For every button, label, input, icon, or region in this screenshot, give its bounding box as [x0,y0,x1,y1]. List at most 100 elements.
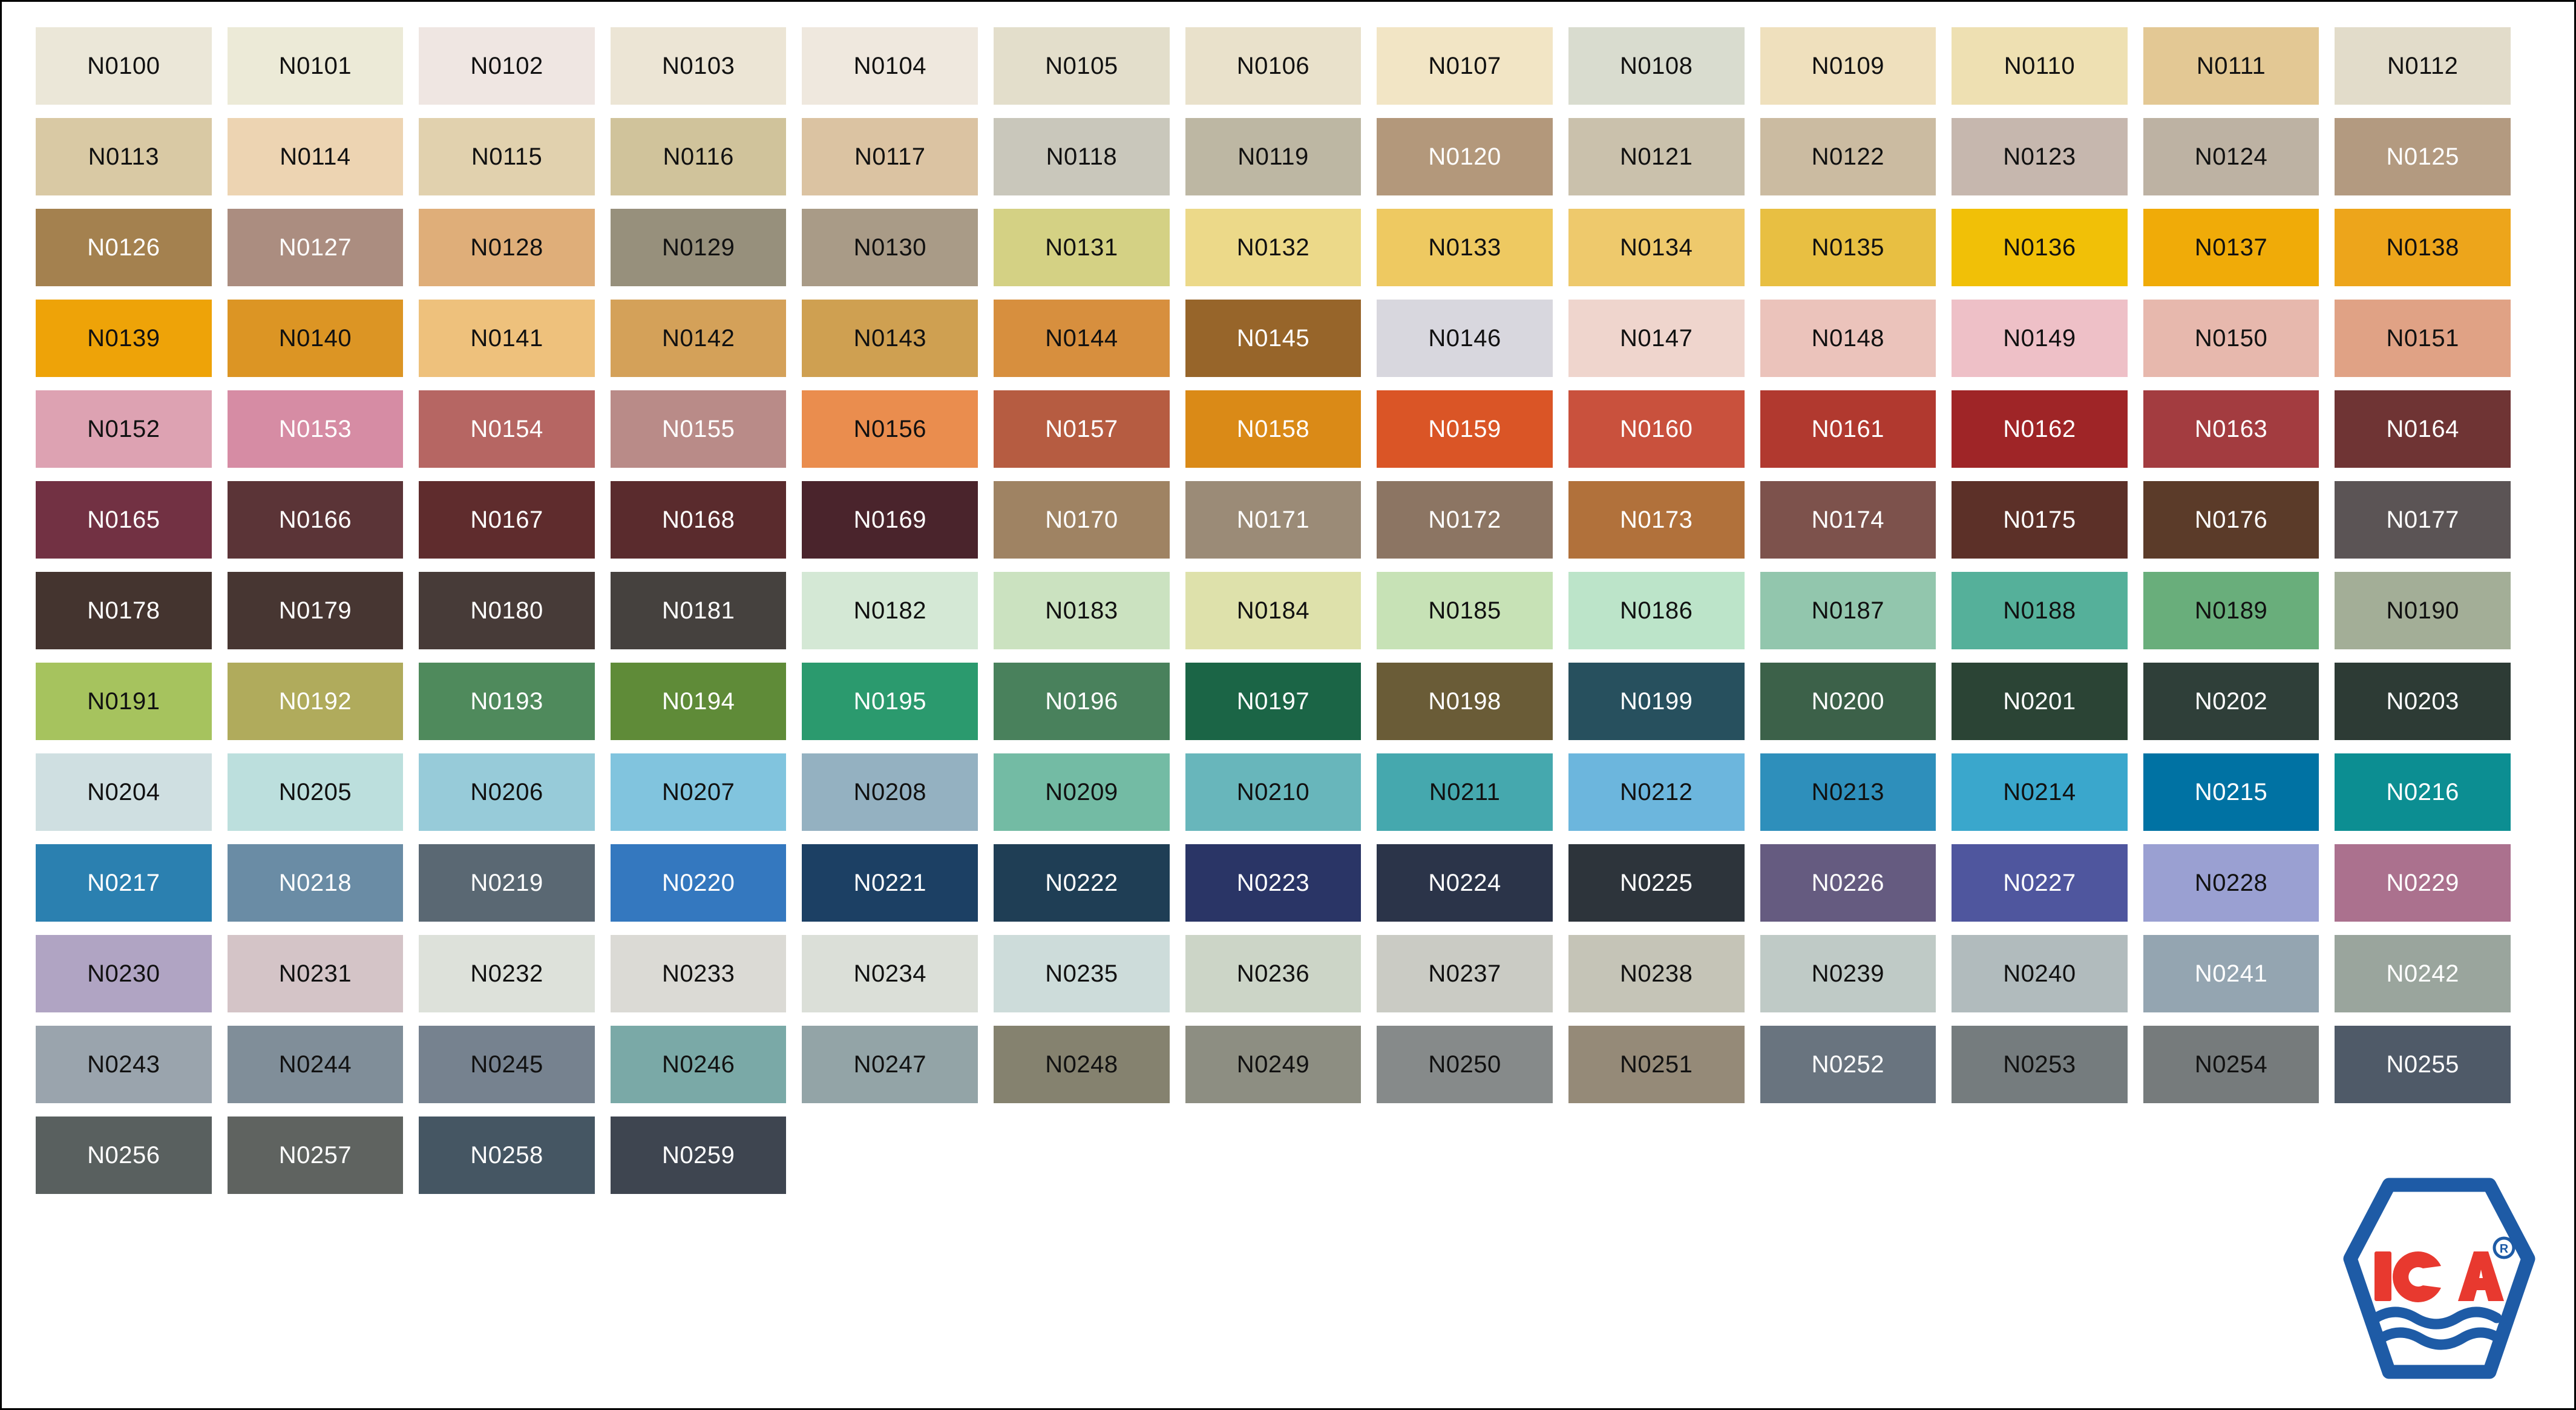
colour-swatch[interactable]: N0251 [1568,1026,1745,1103]
colour-swatch[interactable]: N0256 [36,1117,212,1194]
colour-swatch[interactable]: N0172 [1377,481,1553,559]
colour-swatch[interactable]: N0159 [1377,390,1553,468]
colour-swatch[interactable]: N0127 [227,209,404,286]
colour-swatch[interactable]: N0235 [994,935,1170,1012]
colour-swatch[interactable]: N0168 [610,481,787,559]
colour-swatch[interactable]: N0150 [2143,300,2319,377]
colour-swatch[interactable]: N0177 [2335,481,2511,559]
colour-swatch[interactable]: N0133 [1377,209,1553,286]
colour-swatch[interactable]: N0202 [2143,663,2319,740]
colour-swatch[interactable]: N0244 [227,1026,404,1103]
colour-swatch[interactable]: N0186 [1568,572,1745,649]
colour-swatch[interactable]: N0247 [802,1026,978,1103]
colour-swatch[interactable]: N0222 [994,844,1170,922]
colour-swatch[interactable]: N0182 [802,572,978,649]
colour-swatch[interactable]: N0184 [1185,572,1362,649]
colour-swatch[interactable]: N0233 [610,935,787,1012]
colour-swatch[interactable]: N0246 [610,1026,787,1103]
colour-swatch[interactable]: N0101 [227,27,404,105]
colour-swatch[interactable]: N0216 [2335,753,2511,831]
colour-swatch[interactable]: N0230 [36,935,212,1012]
colour-swatch[interactable]: N0164 [2335,390,2511,468]
colour-swatch[interactable]: N0191 [36,663,212,740]
colour-swatch[interactable]: N0190 [2335,572,2511,649]
colour-swatch[interactable]: N0136 [1952,209,2128,286]
colour-swatch[interactable]: N0185 [1377,572,1553,649]
colour-swatch[interactable]: N0146 [1377,300,1553,377]
colour-swatch[interactable]: N0102 [419,27,595,105]
colour-swatch[interactable]: N0197 [1185,663,1362,740]
colour-swatch[interactable]: N0201 [1952,663,2128,740]
colour-swatch[interactable]: N0157 [994,390,1170,468]
colour-swatch[interactable]: N0166 [227,481,404,559]
colour-swatch[interactable]: N0224 [1377,844,1553,922]
colour-swatch[interactable]: N0124 [2143,118,2319,195]
colour-swatch[interactable]: N0252 [1760,1026,1936,1103]
colour-swatch[interactable]: N0214 [1952,753,2128,831]
colour-swatch[interactable]: N0245 [419,1026,595,1103]
colour-swatch[interactable]: N0142 [610,300,787,377]
colour-swatch[interactable]: N0196 [994,663,1170,740]
colour-swatch[interactable]: N0131 [994,209,1170,286]
colour-swatch[interactable]: N0148 [1760,300,1936,377]
colour-swatch[interactable]: N0212 [1568,753,1745,831]
colour-swatch[interactable]: N0110 [1952,27,2128,105]
colour-swatch[interactable]: N0113 [36,118,212,195]
colour-swatch[interactable]: N0231 [227,935,404,1012]
colour-swatch[interactable]: N0223 [1185,844,1362,922]
colour-swatch[interactable]: N0255 [2335,1026,2511,1103]
colour-swatch[interactable]: N0239 [1760,935,1936,1012]
colour-swatch[interactable]: N0171 [1185,481,1362,559]
colour-swatch[interactable]: N0108 [1568,27,1745,105]
colour-swatch[interactable]: N0107 [1377,27,1553,105]
colour-swatch[interactable]: N0215 [2143,753,2319,831]
colour-swatch[interactable]: N0143 [802,300,978,377]
colour-swatch[interactable]: N0195 [802,663,978,740]
colour-swatch[interactable]: N0225 [1568,844,1745,922]
colour-swatch[interactable]: N0208 [802,753,978,831]
colour-swatch[interactable]: N0125 [2335,118,2511,195]
colour-swatch[interactable]: N0170 [994,481,1170,559]
colour-swatch[interactable]: N0114 [227,118,404,195]
colour-swatch[interactable]: N0106 [1185,27,1362,105]
colour-swatch[interactable]: N0198 [1377,663,1553,740]
colour-swatch[interactable]: N0183 [994,572,1170,649]
colour-swatch[interactable]: N0207 [610,753,787,831]
colour-swatch[interactable]: N0130 [802,209,978,286]
colour-swatch[interactable]: N0121 [1568,118,1745,195]
colour-swatch[interactable]: N0149 [1952,300,2128,377]
colour-swatch[interactable]: N0104 [802,27,978,105]
colour-swatch[interactable]: N0165 [36,481,212,559]
colour-swatch[interactable]: N0218 [227,844,404,922]
colour-swatch[interactable]: N0154 [419,390,595,468]
colour-swatch[interactable]: N0194 [610,663,787,740]
colour-swatch[interactable]: N0221 [802,844,978,922]
colour-swatch[interactable]: N0180 [419,572,595,649]
colour-swatch[interactable]: N0163 [2143,390,2319,468]
colour-swatch[interactable]: N0206 [419,753,595,831]
colour-swatch[interactable]: N0181 [610,572,787,649]
colour-swatch[interactable]: N0176 [2143,481,2319,559]
colour-swatch[interactable]: N0219 [419,844,595,922]
colour-swatch[interactable]: N0193 [419,663,595,740]
colour-swatch[interactable]: N0241 [2143,935,2319,1012]
colour-swatch[interactable]: N0140 [227,300,404,377]
colour-swatch[interactable]: N0226 [1760,844,1936,922]
colour-swatch[interactable]: N0253 [1952,1026,2128,1103]
colour-swatch[interactable]: N0250 [1377,1026,1553,1103]
colour-swatch[interactable]: N0145 [1185,300,1362,377]
colour-swatch[interactable]: N0169 [802,481,978,559]
colour-swatch[interactable]: N0243 [36,1026,212,1103]
colour-swatch[interactable]: N0144 [994,300,1170,377]
colour-swatch[interactable]: N0249 [1185,1026,1362,1103]
colour-swatch[interactable]: N0141 [419,300,595,377]
colour-swatch[interactable]: N0119 [1185,118,1362,195]
colour-swatch[interactable]: N0155 [610,390,787,468]
colour-swatch[interactable]: N0118 [994,118,1170,195]
colour-swatch[interactable]: N0220 [610,844,787,922]
colour-swatch[interactable]: N0120 [1377,118,1553,195]
colour-swatch[interactable]: N0204 [36,753,212,831]
colour-swatch[interactable]: N0128 [419,209,595,286]
colour-swatch[interactable]: N0105 [994,27,1170,105]
colour-swatch[interactable]: N0147 [1568,300,1745,377]
